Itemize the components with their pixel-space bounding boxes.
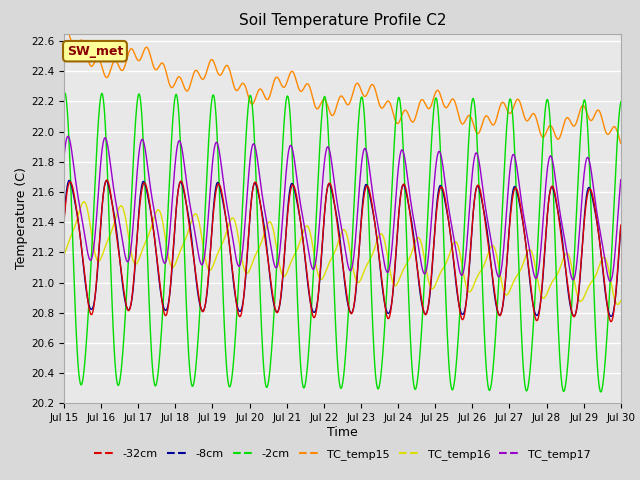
TC_temp17 [617, 177, 625, 182]
Line: TC_temp16: TC_temp16 [64, 202, 621, 304]
Line: -32cm: -32cm [64, 180, 621, 322]
TC_temp15 [63, 27, 70, 33]
TC_temp16 [614, 301, 621, 307]
Legend: -32cm, -8cm, -2cm, TC_temp15, TC_temp16, TC_temp17: -32cm, -8cm, -2cm, TC_temp15, TC_temp16,… [90, 444, 595, 464]
TC_temp15 [428, 100, 436, 106]
TC_temp17 [184, 185, 191, 191]
-32cm [103, 177, 111, 183]
TC_temp16 [568, 264, 575, 269]
Line: -8cm: -8cm [64, 180, 621, 316]
TC_temp15 [520, 112, 527, 118]
TC_temp17 [607, 278, 614, 284]
Line: -2cm: -2cm [64, 93, 621, 392]
-2cm [61, 90, 68, 96]
-2cm [184, 325, 191, 331]
-32cm [520, 226, 527, 231]
Line: TC_temp15: TC_temp15 [64, 30, 621, 143]
TC_temp17 [520, 214, 527, 219]
TC_temp15 [617, 140, 625, 146]
-8cm [607, 313, 615, 319]
-8cm [60, 216, 68, 222]
-8cm [520, 225, 527, 231]
TC_temp15 [60, 30, 68, 36]
TC_temp15 [292, 78, 300, 84]
TC_temp16 [428, 286, 436, 292]
Title: Soil Temperature Profile C2: Soil Temperature Profile C2 [239, 13, 446, 28]
-32cm [60, 219, 68, 225]
-32cm [292, 192, 300, 198]
-32cm [607, 319, 615, 324]
-2cm [617, 99, 625, 105]
TC_temp16 [279, 273, 287, 278]
TC_temp16 [292, 248, 300, 254]
-32cm [617, 222, 625, 228]
-8cm [292, 196, 300, 202]
TC_temp17 [279, 212, 287, 218]
TC_temp17 [568, 275, 575, 281]
TC_temp17 [64, 133, 72, 139]
-2cm [568, 302, 575, 308]
Y-axis label: Temperature (C): Temperature (C) [15, 168, 28, 269]
-32cm [184, 208, 191, 214]
-2cm [597, 389, 605, 395]
-8cm [617, 224, 625, 229]
TC_temp16 [80, 199, 88, 204]
X-axis label: Time: Time [327, 426, 358, 439]
TC_temp16 [520, 259, 527, 265]
-2cm [60, 91, 68, 97]
-8cm [184, 206, 191, 212]
TC_temp15 [568, 121, 575, 127]
TC_temp17 [428, 208, 436, 214]
-32cm [279, 272, 287, 277]
TC_temp17 [60, 154, 68, 160]
-2cm [279, 140, 287, 145]
-32cm [568, 308, 575, 314]
-8cm [279, 274, 287, 280]
TC_temp15 [279, 84, 287, 90]
Text: SW_met: SW_met [67, 45, 123, 58]
TC_temp16 [184, 231, 191, 237]
-8cm [568, 309, 575, 315]
TC_temp16 [60, 252, 68, 258]
TC_temp17 [292, 172, 300, 178]
-2cm [292, 267, 300, 273]
-2cm [520, 371, 527, 376]
-2cm [428, 129, 436, 134]
TC_temp15 [184, 88, 191, 94]
TC_temp16 [617, 298, 625, 304]
-32cm [428, 264, 436, 270]
-8cm [428, 266, 436, 272]
Line: TC_temp17: TC_temp17 [64, 136, 621, 281]
-8cm [65, 178, 73, 183]
